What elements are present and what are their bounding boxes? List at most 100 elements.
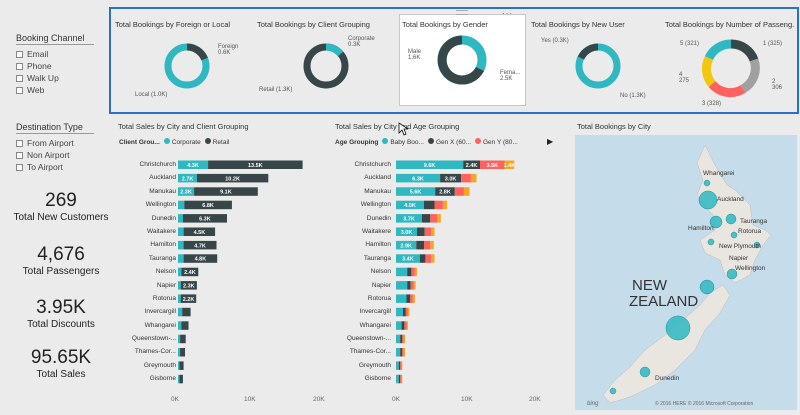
checkbox[interactable] bbox=[16, 163, 23, 171]
bar-segment[interactable] bbox=[417, 227, 425, 237]
bar-segment[interactable] bbox=[430, 240, 434, 250]
bar-segment[interactable] bbox=[208, 160, 303, 170]
checkbox[interactable] bbox=[16, 62, 23, 70]
bar-segment[interactable] bbox=[400, 348, 403, 357]
bar-segment[interactable] bbox=[504, 160, 515, 170]
bar-segment[interactable] bbox=[179, 361, 184, 370]
bar-segment[interactable] bbox=[416, 240, 424, 250]
checkbox[interactable] bbox=[16, 151, 23, 159]
bar-segment[interactable] bbox=[180, 281, 197, 290]
bar-segment[interactable] bbox=[407, 267, 412, 277]
legend-item-gen-x[interactable]: Gen X (60... bbox=[427, 138, 471, 146]
bar-segment[interactable] bbox=[178, 227, 184, 237]
bar-segment[interactable] bbox=[437, 214, 441, 223]
bar-segment[interactable] bbox=[396, 307, 403, 317]
bar-segment[interactable] bbox=[401, 374, 403, 384]
bar-segment[interactable] bbox=[183, 227, 216, 237]
bar-segment[interactable] bbox=[434, 200, 443, 210]
gender-visual-frame[interactable]: ··· bbox=[399, 9, 526, 106]
bar-segment[interactable] bbox=[178, 321, 182, 330]
bar-segment[interactable] bbox=[424, 200, 435, 210]
bar-segment[interactable] bbox=[400, 361, 402, 370]
bar-segment[interactable] bbox=[424, 227, 431, 237]
bar-segment[interactable] bbox=[410, 294, 413, 303]
slicer-item-web[interactable]: Web bbox=[16, 84, 94, 96]
bar-segment[interactable] bbox=[178, 240, 184, 250]
checkbox[interactable] bbox=[16, 139, 23, 147]
bar-segment[interactable] bbox=[179, 374, 183, 384]
bar-segment[interactable] bbox=[178, 267, 182, 277]
bar-segment[interactable] bbox=[396, 214, 422, 223]
bar-segment[interactable] bbox=[178, 173, 197, 183]
bar-segment[interactable] bbox=[400, 334, 403, 344]
bar-segment[interactable] bbox=[182, 307, 191, 317]
bar-segment[interactable] bbox=[431, 254, 435, 263]
bar-segment[interactable] bbox=[178, 281, 181, 290]
bar-segment[interactable] bbox=[180, 334, 186, 344]
bar-segment[interactable] bbox=[403, 334, 406, 344]
bar-segment[interactable] bbox=[396, 160, 464, 170]
bar-segment[interactable] bbox=[181, 267, 199, 277]
bar-segment[interactable] bbox=[396, 173, 441, 183]
bar-segment[interactable] bbox=[402, 348, 404, 357]
bar-segment[interactable] bbox=[402, 334, 404, 344]
bar-segment[interactable] bbox=[396, 348, 401, 357]
bar-segment[interactable] bbox=[181, 321, 189, 330]
bar-segment[interactable] bbox=[403, 348, 406, 357]
bar-segment[interactable] bbox=[406, 294, 411, 303]
bar-segment[interactable] bbox=[178, 160, 209, 170]
bar-segment[interactable] bbox=[398, 361, 401, 370]
checkbox[interactable] bbox=[16, 86, 23, 94]
bar-segment[interactable] bbox=[442, 200, 448, 210]
bar-segment[interactable] bbox=[194, 187, 258, 196]
bar-segment[interactable] bbox=[396, 281, 408, 290]
bar-segment[interactable] bbox=[182, 214, 227, 223]
bar-segment[interactable] bbox=[178, 374, 180, 384]
bar-segment[interactable] bbox=[407, 307, 410, 317]
bar-segment[interactable] bbox=[463, 187, 470, 196]
bar-segment[interactable] bbox=[412, 294, 415, 303]
bar-segment[interactable] bbox=[424, 240, 431, 250]
bar-segment[interactable] bbox=[178, 348, 181, 357]
slicer-item-non-airport[interactable]: Non Airport bbox=[16, 149, 94, 161]
bar-segment[interactable] bbox=[435, 187, 455, 196]
bar-segment[interactable] bbox=[396, 254, 420, 263]
bar-segment[interactable] bbox=[178, 187, 195, 196]
legend-item-retail[interactable]: Retail bbox=[204, 138, 229, 146]
bar-segment[interactable] bbox=[411, 267, 415, 277]
bar-segment[interactable] bbox=[396, 294, 407, 303]
bar-segment[interactable] bbox=[180, 294, 197, 303]
bar-segment[interactable] bbox=[183, 254, 218, 263]
bar-segment[interactable] bbox=[413, 281, 416, 290]
legend-next-arrow-icon[interactable]: ▶ bbox=[547, 137, 554, 146]
legend-item-gen-y[interactable]: Gen Y (80... bbox=[475, 138, 518, 146]
checkbox[interactable] bbox=[16, 74, 23, 82]
legend-item-corporate[interactable]: Corporate bbox=[163, 138, 201, 146]
bar-segment[interactable] bbox=[405, 307, 408, 317]
bar-segment[interactable] bbox=[178, 214, 183, 223]
bar-segment[interactable] bbox=[419, 254, 426, 263]
bar-segment[interactable] bbox=[178, 294, 181, 303]
bar-segment[interactable] bbox=[178, 361, 180, 370]
bar-segment[interactable] bbox=[396, 361, 399, 370]
bar-segment[interactable] bbox=[398, 374, 401, 384]
bar-segment[interactable] bbox=[396, 334, 401, 344]
bar-segment[interactable] bbox=[440, 173, 462, 183]
bar-segment[interactable] bbox=[400, 374, 402, 384]
slicer-item-from-airport[interactable]: From Airport bbox=[16, 137, 94, 149]
map-canvas[interactable]: Auckland Hamilton Tauranga New Plymouth … bbox=[575, 135, 797, 410]
bar-segment[interactable] bbox=[184, 200, 232, 210]
bar-segment[interactable] bbox=[178, 334, 181, 344]
bar-segment[interactable] bbox=[470, 173, 477, 183]
bar-segment[interactable] bbox=[396, 227, 417, 237]
more-options-icon[interactable]: ··· bbox=[502, 9, 513, 18]
bar-segment[interactable] bbox=[396, 187, 436, 196]
bar-segment[interactable] bbox=[396, 267, 408, 277]
checkbox[interactable] bbox=[16, 50, 23, 58]
bar-segment[interactable] bbox=[403, 307, 406, 317]
bar-segment[interactable] bbox=[404, 321, 407, 330]
slicer-item-to-airport[interactable]: To Airport bbox=[16, 161, 94, 173]
bar-segment[interactable] bbox=[178, 307, 183, 317]
bar-segment[interactable] bbox=[196, 173, 269, 183]
bar-segment[interactable] bbox=[178, 200, 185, 210]
